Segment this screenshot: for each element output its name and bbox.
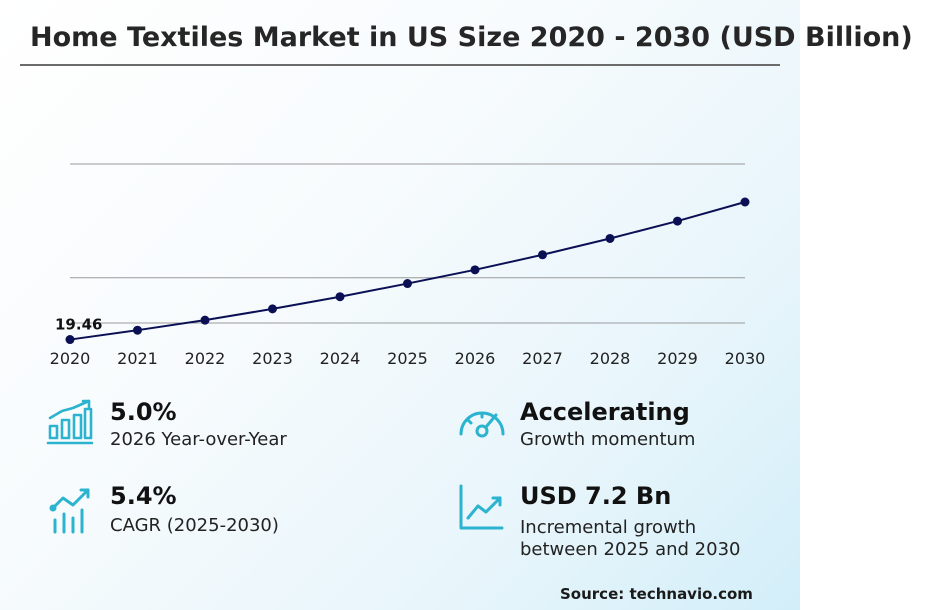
data-point — [605, 233, 615, 243]
x-tick-label: 2020 — [50, 349, 91, 368]
x-axis-ticks: 2020 2021 2022 2023 2024 2025 2026 2027 2028 2029… — [50, 349, 766, 368]
series-line-path — [69, 201, 746, 341]
stat-value: USD 7.2 Bn — [520, 482, 672, 510]
speedometer-icon — [459, 411, 505, 438]
stat-momentum: Accelerating Growth momentum — [456, 398, 776, 458]
data-point — [673, 216, 682, 226]
x-tick-label: 2027 — [522, 349, 563, 368]
infographic-panel: Home Textiles Market in US Size 2020 - 2… — [0, 0, 913, 610]
data-point — [268, 304, 277, 314]
title-divider — [20, 64, 780, 66]
stat-label: CAGR (2025-2030) — [110, 515, 279, 536]
gridlines — [70, 163, 745, 324]
source-credit: Source: technavio.com — [560, 585, 753, 603]
data-point — [200, 315, 210, 325]
x-tick-label: 2021 — [117, 349, 158, 368]
data-label: 19.46 — [55, 316, 102, 334]
stat-value: Accelerating — [520, 398, 690, 426]
x-tick-label: 2026 — [455, 349, 496, 368]
data-point — [740, 197, 750, 207]
data-point — [65, 335, 75, 345]
x-tick-label: 2022 — [185, 349, 226, 368]
data-points — [65, 197, 750, 345]
stat-yoy: 5.0% 2026 Year-over-Year — [46, 398, 376, 458]
x-tick-label: 2023 — [252, 349, 293, 368]
stat-label-line-1: Incremental growth — [520, 517, 697, 538]
series-line — [69, 201, 746, 341]
data-point — [133, 325, 142, 335]
growth-trend-icon — [49, 488, 90, 534]
chart-title: Home Textiles Market in US Size 2020 - 2… — [30, 22, 913, 53]
data-point — [335, 292, 345, 302]
stat-incremental: USD 7.2 Bn Incremental growth between 20… — [456, 482, 786, 562]
x-tick-label: 2029 — [657, 349, 698, 368]
stat-label-line-2: between 2025 and 2030 — [520, 539, 741, 560]
stat-cagr: 5.4% CAGR (2025-2030) — [46, 482, 376, 542]
x-tick-label: 2030 — [725, 349, 766, 368]
x-tick-label: 2025 — [387, 349, 428, 368]
stat-label: Growth momentum — [520, 429, 696, 450]
line-chart: 19.46 2020 2021 2022 2023 2024 2025 2026 2027 20… — [50, 163, 766, 368]
stat-label: 2026 Year-over-Year — [110, 429, 287, 450]
data-labels: 19.46 — [55, 316, 102, 334]
stat-value: 5.0% — [110, 398, 177, 426]
x-tick-label: 2024 — [320, 349, 361, 368]
bar-chart-growth-icon — [46, 399, 94, 445]
stat-value: 5.4% — [110, 482, 177, 510]
data-point — [470, 265, 480, 275]
line-chart-up-icon — [459, 484, 504, 530]
x-tick-label: 2028 — [590, 349, 631, 368]
data-point — [403, 279, 412, 289]
data-point — [538, 250, 547, 260]
